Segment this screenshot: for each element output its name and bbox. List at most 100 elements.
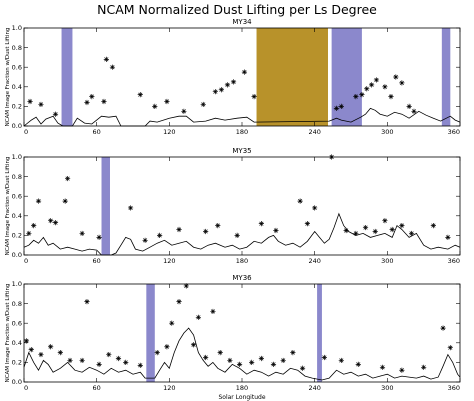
scatter-point [372,228,378,235]
scatter-point [447,345,453,351]
scatter-point [399,223,405,229]
scatter-point [154,350,160,356]
figure-title: NCAM Normalized Dust Lifting per Ls Degr… [97,2,377,17]
panel-plot-my34: 0 60 120 180 240 300 360 0.0 0.2 0.4 0.6 0.8 1.0 [12,24,461,136]
scatter-point [353,230,359,237]
x-tick-label: 300 [381,257,393,265]
y-tick-label: 0.0 [12,378,22,386]
scatter-point [280,357,286,364]
scatter-point [338,357,344,364]
scatter-point [241,69,248,75]
scatter-point [106,351,112,358]
x-tick-label: 60 [93,384,101,392]
scatter-point [362,224,369,231]
x-tick-label: 0 [24,384,28,392]
shaded-interval-gold [256,28,328,126]
x-tick-label: 240 [308,128,320,136]
scatter-point [399,80,405,86]
scatter-point [79,230,85,237]
panel-my36: MY36 0 60 120 180 240 300 360 0.0 0.2 0.4 0.6 0.8 1.… [5,274,461,392]
scatter-point [210,308,216,315]
x-tick-label: 180 [236,384,248,392]
panel-title-my34: MY34 [232,18,252,26]
scatter-point [273,227,279,234]
scatter-point [389,226,395,233]
scatter-point [67,357,73,364]
scatter-point [236,361,243,367]
y-tick-label: 0.0 [12,122,22,130]
panel-my34: MY34 0 60 120 180 240 300 360 0.0 0.2 0.4 0.6 0.8 1.… [5,18,461,136]
scatter-point [430,223,436,229]
panel-plot-my35: 0 60 120 180 240 300 360 0.0 0.2 0.4 0.6 0.8 1.0 [12,153,461,265]
x-tick-label: 0 [24,128,28,136]
x-tick-label: 120 [163,128,175,136]
x-tick-label: 120 [163,257,175,265]
scatter-point [203,354,209,361]
y-tick-label: 0.8 [12,44,22,52]
scatter-point [28,347,34,353]
scatter-point [304,221,310,227]
x-tick-label: 180 [236,257,248,265]
scatter-point [355,361,361,367]
scatter-point [408,230,415,237]
scatter-point [224,82,231,88]
scatter-point [137,92,143,98]
scatter-point [440,325,446,331]
dust-fraction-line [23,327,461,381]
y-tick-label: 0.2 [12,103,22,111]
y-tick-label: 0.0 [12,251,22,259]
scatter-point [183,283,189,289]
scatter-point [123,359,129,365]
scatter-point [393,74,399,80]
scatter-point [52,111,59,117]
scatter-point [127,205,134,211]
y-tick-label: 0.4 [12,83,22,91]
scatter-point [200,101,206,108]
scatter-point [290,350,296,356]
scatter-point [142,237,148,243]
y-tick-label: 0.4 [12,339,22,347]
scatter-point [157,232,163,238]
scatter-point [176,226,182,233]
y-tick-label: 1.0 [12,153,22,161]
y-tick-label: 0.8 [12,173,22,181]
scatter-point [212,89,218,95]
x-tick-label: 240 [308,384,320,392]
scatter-point [338,103,344,109]
scatter-point [26,230,32,237]
scatter-point [52,220,59,226]
scatter-point [227,357,233,364]
scatter-point [421,364,427,370]
dust-fraction-line [23,107,461,127]
dust-fraction-line [23,212,461,256]
scatter-point [217,350,223,356]
scatter-point [333,105,340,111]
shaded-interval-purple [441,28,451,126]
shaded-interval-purple [331,28,362,126]
shaded-interval-purple [101,157,110,255]
scatter-point [48,218,54,224]
scatter-point [270,361,277,367]
x-tick-label: 60 [93,257,101,265]
x-tick-label: 240 [308,257,320,265]
x-axis-label: Solar Longitude [218,394,265,401]
scatter-point [379,364,386,370]
scatter-point [251,94,257,100]
y-axis-label-my35: NCAM Image Fraction w/Dust Lifting [5,157,11,256]
y-tick-label: 0.8 [12,300,22,308]
scatter-point [115,355,122,362]
axes-frame [23,156,461,256]
scatter-point [382,84,388,90]
x-tick-label: 300 [381,384,393,392]
scatter-point [368,82,375,88]
panel-title-my35: MY35 [232,147,251,155]
scatter-point [258,221,264,227]
y-tick-label: 0.2 [12,232,22,240]
scatter-point [215,223,221,229]
x-tick-label: 0 [24,257,28,265]
y-axis-label-my34: NCAM Image Fraction w/Dust Lifting [5,28,11,127]
shaded-interval-purple [61,28,73,126]
x-tick-label: 360 [448,128,460,136]
scatter-point [84,99,90,106]
